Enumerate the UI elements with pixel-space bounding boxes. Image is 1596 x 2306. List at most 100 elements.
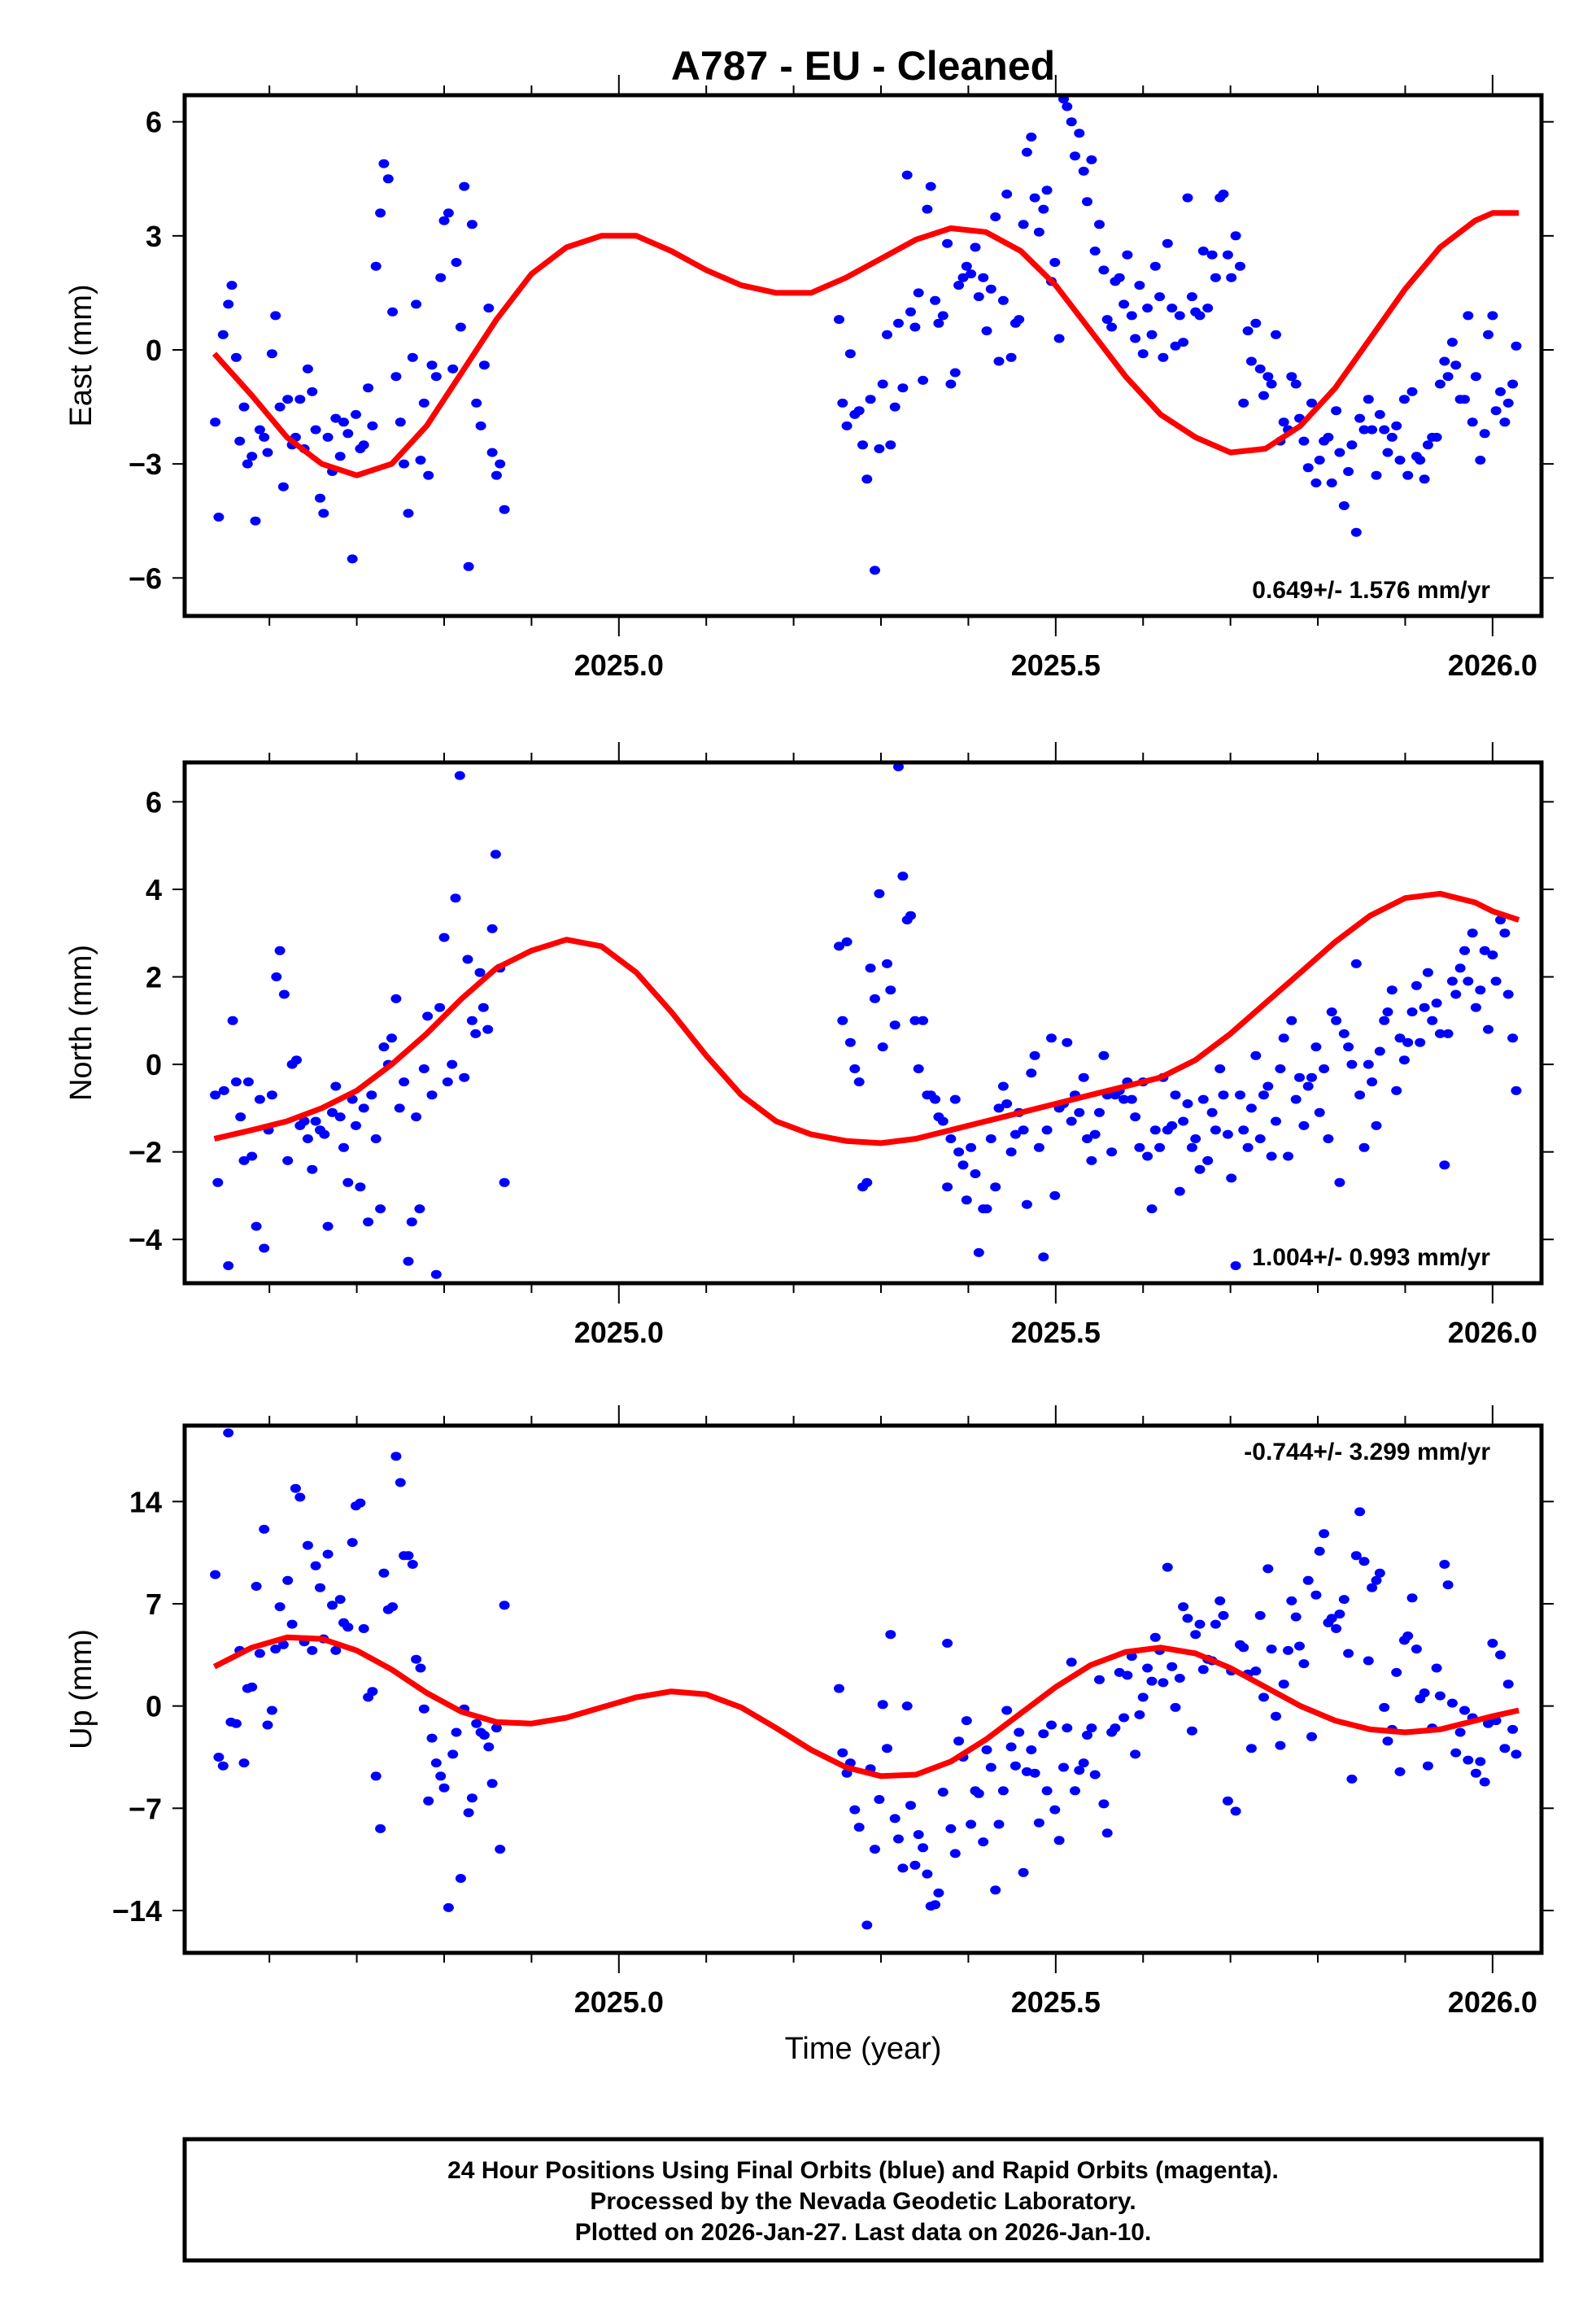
north-data-point	[889, 1020, 900, 1030]
east-data-point	[1158, 352, 1169, 362]
north-data-point	[1507, 1033, 1519, 1043]
up-data-point	[1439, 1560, 1450, 1569]
north-data-point	[870, 994, 880, 1003]
north-data-point	[877, 1042, 888, 1052]
east-data-point	[1298, 436, 1310, 446]
north-data-point	[1170, 1090, 1181, 1100]
up-data-point	[358, 1624, 369, 1633]
north-data-point	[1394, 1033, 1406, 1043]
up-data-point	[909, 1860, 921, 1870]
footer-frame	[182, 2137, 1544, 2263]
up-x-tick-label: 2025.5	[1011, 1985, 1101, 2019]
up-data-point	[217, 1761, 229, 1771]
north-data-point	[1182, 1099, 1193, 1108]
up-rate-label: -0.744+/- 3.299 mm/yr	[1244, 1439, 1490, 1465]
up-points	[210, 1428, 1522, 1930]
up-data-point	[945, 1823, 957, 1833]
up-data-point	[1049, 1805, 1061, 1815]
east-data-point	[1230, 231, 1241, 241]
up-data-point	[1419, 1688, 1430, 1697]
east-data-point	[1331, 406, 1342, 416]
north-data-point	[949, 1094, 961, 1104]
north-data-point	[411, 1112, 422, 1122]
east-data-point	[1166, 304, 1178, 313]
east-x-tick-label: 2026.0	[1448, 649, 1537, 682]
east-data-point	[1258, 391, 1269, 400]
north-data-point	[1470, 1002, 1481, 1012]
east-data-point	[913, 288, 924, 298]
up-data-point	[1014, 1727, 1025, 1737]
north-data-point	[930, 1094, 941, 1104]
north-data-point	[1490, 976, 1502, 986]
east-data-point	[242, 459, 253, 469]
up-data-point	[885, 1630, 896, 1640]
east-data-point	[893, 318, 904, 328]
east-data-point	[259, 432, 270, 442]
east-data-point	[435, 273, 447, 282]
up-data-point	[1046, 1720, 1057, 1730]
north-data-point	[319, 1129, 330, 1139]
north-data-point	[1119, 1094, 1130, 1104]
north-data-point	[1422, 967, 1433, 977]
north-data-point	[1434, 1029, 1446, 1038]
east-data-point	[1442, 372, 1454, 382]
north-data-point	[1049, 1190, 1061, 1200]
east-data-point	[1266, 379, 1277, 389]
east-data-point	[378, 159, 390, 168]
north-data-point	[1142, 1151, 1153, 1161]
north-data-point	[390, 994, 402, 1003]
north-data-point	[442, 1077, 453, 1087]
up-data-point	[251, 1582, 262, 1591]
north-data-point	[1146, 1204, 1158, 1214]
north-data-point	[1106, 1147, 1118, 1157]
north-data-point	[227, 1015, 238, 1025]
up-data-point	[1254, 1610, 1266, 1620]
east-data-point	[897, 383, 909, 393]
east-data-point	[945, 379, 957, 389]
east-data-point	[418, 398, 430, 408]
north-data-point	[322, 1221, 334, 1231]
up-data-point	[378, 1568, 390, 1578]
north-data-point	[394, 1103, 405, 1113]
up-data-point	[387, 1602, 399, 1612]
up-data-point	[1475, 1757, 1486, 1767]
east-data-point	[922, 204, 933, 214]
east-data-point	[1343, 467, 1354, 476]
up-y-axis-label: Up (mm)	[64, 1629, 98, 1749]
up-data-point	[922, 1869, 933, 1879]
up-data-point	[1454, 1727, 1466, 1737]
up-data-point	[1194, 1619, 1206, 1629]
up-data-point	[1266, 1644, 1277, 1654]
east-data-point	[254, 425, 265, 435]
east-data-point	[1066, 117, 1077, 127]
north-data-point	[1126, 1094, 1137, 1104]
east-data-point	[930, 295, 941, 305]
east-data-point	[1346, 440, 1358, 450]
north-data-point	[470, 1029, 482, 1038]
up-data-point	[1134, 1710, 1145, 1719]
east-data-point	[1479, 429, 1490, 439]
east-data-point	[1134, 281, 1145, 290]
east-data-point	[1502, 398, 1514, 408]
north-data-point	[1134, 1142, 1145, 1152]
north-data-point	[1001, 1099, 1013, 1108]
up-data-point	[905, 1801, 916, 1810]
east-data-point	[978, 273, 989, 282]
east-data-point	[1086, 155, 1097, 164]
north-data-point	[1278, 1033, 1289, 1043]
east-data-point	[1197, 247, 1209, 255]
up-data-point	[390, 1452, 402, 1461]
east-data-point	[905, 307, 916, 317]
north-data-point	[953, 1147, 965, 1157]
north-data-point	[1166, 1120, 1178, 1130]
east-data-point	[1278, 417, 1289, 427]
up-data-point	[1058, 1762, 1069, 1772]
north-data-point	[1178, 1116, 1189, 1126]
north-data-point	[997, 1081, 1009, 1091]
north-x-tick-label: 2025.5	[1011, 1316, 1101, 1349]
up-data-point	[953, 1736, 965, 1746]
north-data-point	[1302, 1081, 1314, 1091]
north-data-point	[1354, 1090, 1366, 1100]
east-data-point	[1250, 318, 1262, 328]
east-data-point	[1018, 220, 1029, 229]
